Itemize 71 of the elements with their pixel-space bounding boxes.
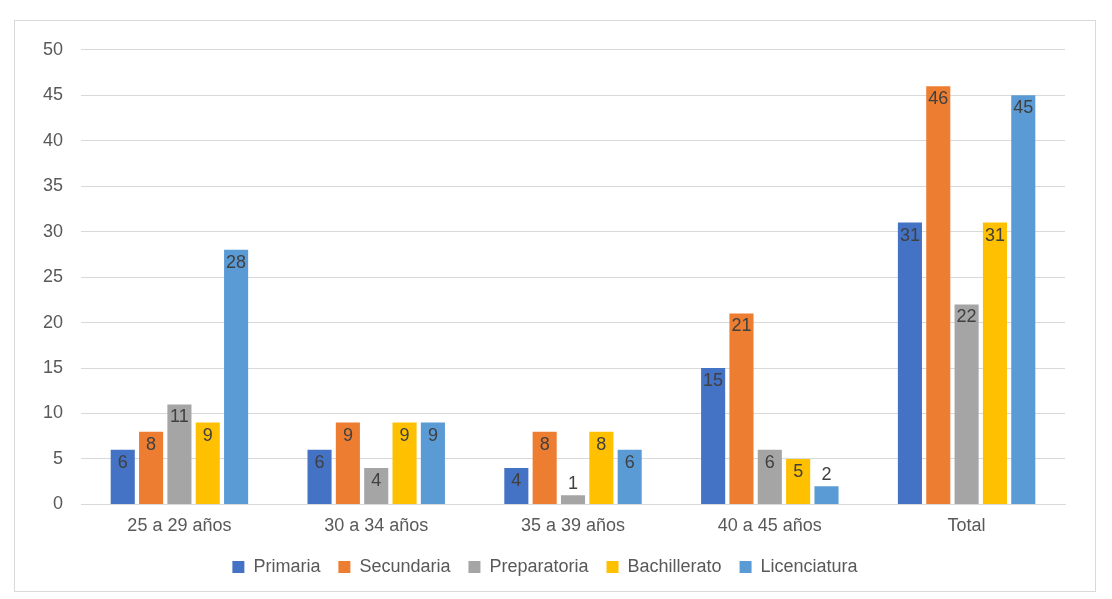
- data-label: 9: [202, 424, 213, 445]
- y-tick-label: 0: [53, 493, 64, 514]
- bar: [757, 449, 782, 504]
- bar: [1011, 95, 1036, 504]
- y-tick-label: 30: [42, 220, 64, 241]
- data-label: 9: [427, 424, 438, 445]
- bar: [954, 304, 979, 504]
- y-tick-label: 10: [42, 402, 64, 423]
- legend-label: Preparatoria: [489, 555, 590, 576]
- data-label: 21: [731, 315, 752, 336]
- data-label: 31: [984, 224, 1005, 245]
- bar: [307, 449, 332, 504]
- bar: [364, 468, 389, 504]
- legend-label: Bachillerato: [627, 555, 722, 576]
- bar: [532, 431, 557, 504]
- bar: [589, 431, 614, 504]
- bar: [195, 422, 220, 504]
- bar: [926, 86, 951, 504]
- bar: [897, 222, 922, 504]
- data-label: 31: [899, 224, 920, 245]
- x-tick-label: 30 a 34 años: [324, 515, 429, 536]
- bar: [167, 404, 192, 504]
- y-tick-label: 35: [42, 175, 64, 196]
- data-label: 6: [624, 451, 635, 472]
- data-label: 8: [539, 433, 550, 454]
- bar: [701, 368, 726, 504]
- bar: [335, 422, 360, 504]
- bar: [982, 222, 1007, 504]
- data-label: 2: [821, 464, 832, 485]
- legend-label: Primaria: [253, 555, 322, 576]
- y-tick-label: 50: [42, 38, 64, 59]
- bar: [729, 313, 754, 504]
- data-label: 6: [764, 451, 775, 472]
- bar: [560, 495, 586, 504]
- x-tick-label: 25 a 29 años: [127, 515, 232, 536]
- data-label: 22: [956, 306, 977, 327]
- data-label: 1: [568, 473, 579, 494]
- y-tick-label: 40: [42, 129, 64, 150]
- y-tick-label: 45: [42, 84, 64, 105]
- y-tick-label: 15: [42, 356, 64, 377]
- data-label: 6: [314, 451, 325, 472]
- data-label: 9: [399, 424, 410, 445]
- data-label: 15: [703, 369, 724, 390]
- y-tick-label: 25: [42, 266, 64, 287]
- data-label: 8: [596, 433, 607, 454]
- data-label: 8: [146, 433, 157, 454]
- bar: [786, 458, 811, 504]
- bar: [814, 486, 839, 504]
- bar: [392, 422, 417, 504]
- y-tick-label: 5: [53, 447, 64, 468]
- x-tick-label: Total: [947, 515, 986, 536]
- x-tick-label: 35 a 39 años: [520, 515, 626, 536]
- x-tick-label: 40 a 45 años: [717, 515, 822, 536]
- bar: [617, 449, 642, 504]
- data-label: 5: [793, 460, 804, 481]
- bar: [420, 422, 445, 504]
- data-label: 46: [928, 88, 949, 109]
- bar: [110, 449, 135, 504]
- bar: [139, 431, 164, 504]
- legend-label: Licenciatura: [760, 555, 859, 576]
- data-label: 11: [170, 406, 189, 427]
- data-label: 4: [371, 470, 382, 490]
- bar: [224, 249, 249, 504]
- y-tick-label: 20: [42, 311, 64, 332]
- data-label: 9: [342, 424, 353, 445]
- data-label: 6: [117, 451, 128, 472]
- data-label: 28: [226, 251, 247, 272]
- legend-label: Secundaria: [359, 555, 452, 576]
- data-label: 45: [1013, 97, 1034, 118]
- bar: [504, 468, 529, 504]
- data-label: 4: [511, 470, 522, 490]
